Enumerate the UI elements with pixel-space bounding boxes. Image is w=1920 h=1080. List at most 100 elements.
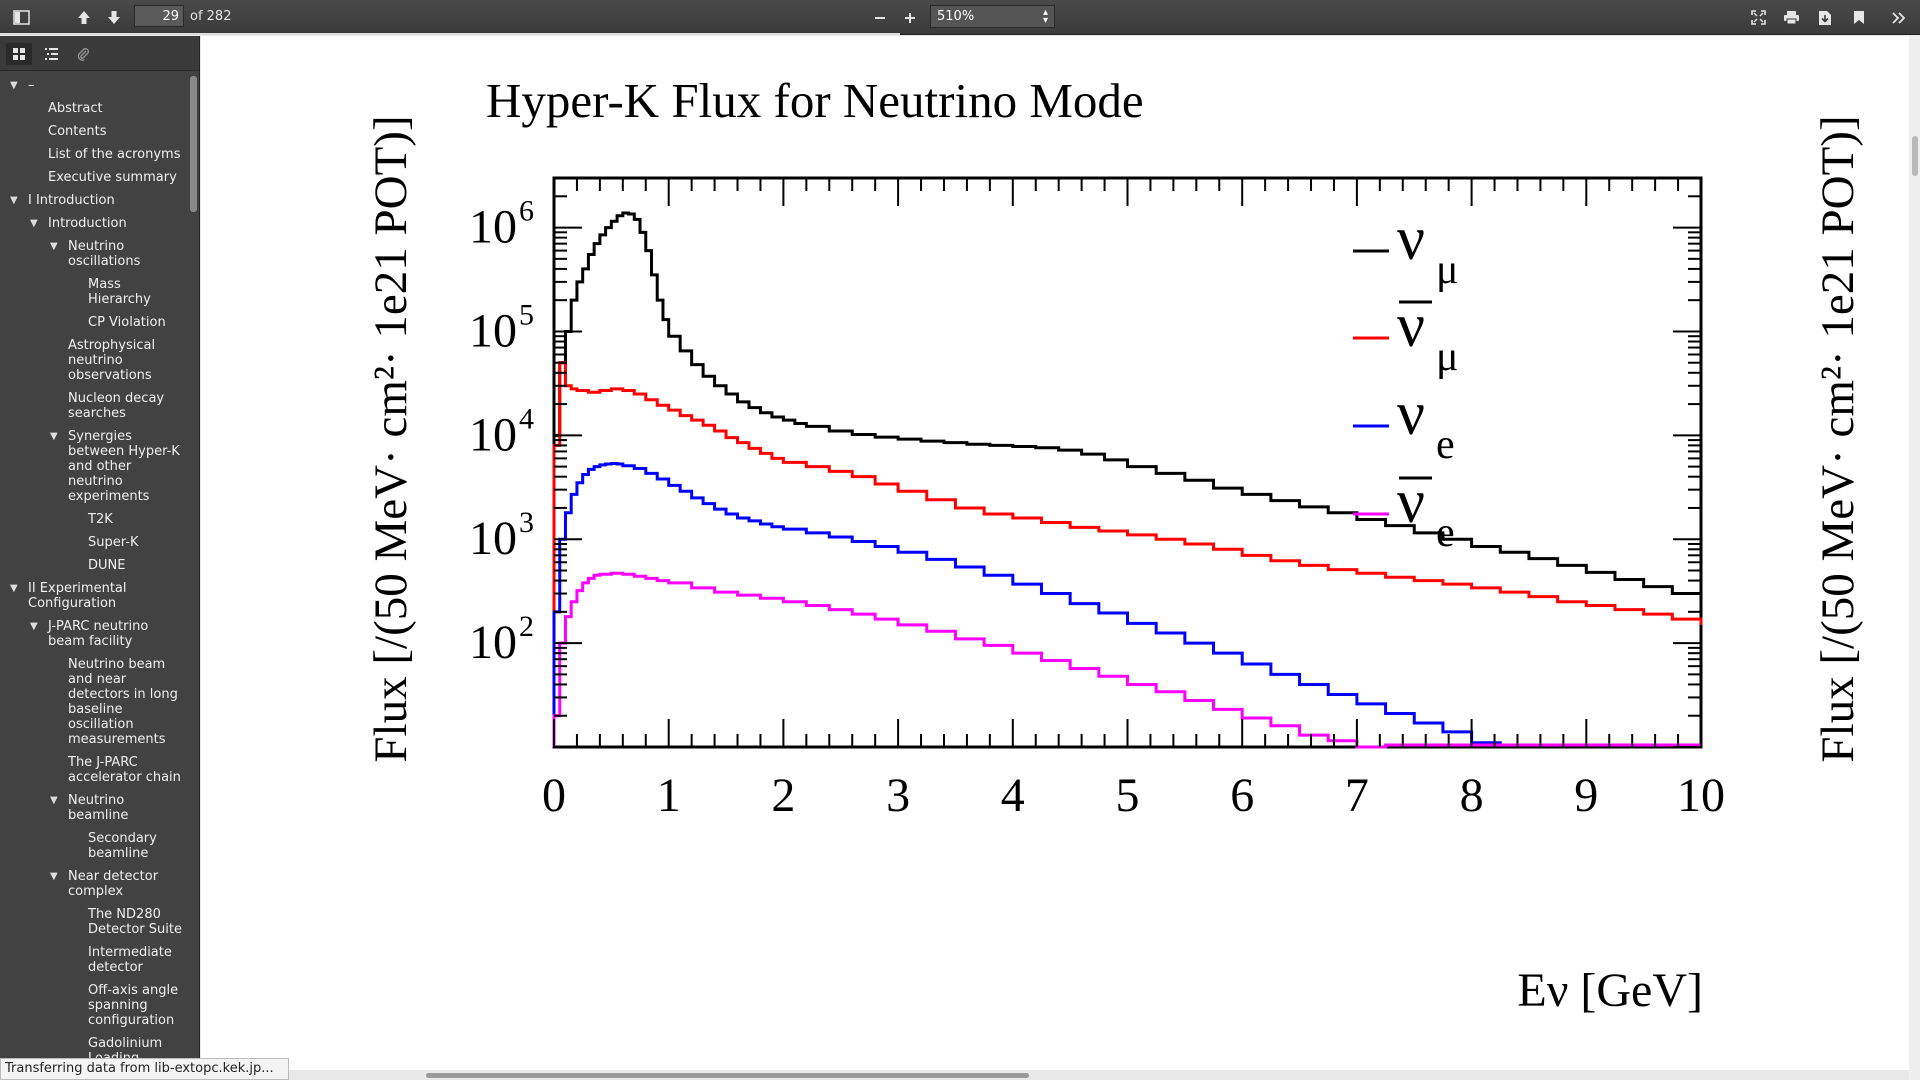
y-tick-label: 10	[469, 304, 517, 357]
pdf-page: Hyper-K Flux for Neutrino Mode 0 1 2 3 4 5 6 7 8…	[201, 36, 1909, 1070]
x-tick-label: 5	[1116, 769, 1140, 822]
sidebar-tabs	[0, 36, 199, 71]
tools-menu-icon[interactable]	[1886, 6, 1912, 29]
thumbnails-icon[interactable]	[6, 43, 32, 65]
y-tick-exponent: 6	[519, 195, 534, 228]
x-tick-label: 1	[657, 769, 681, 822]
toggle-sidebar-icon[interactable]	[8, 6, 34, 29]
outline-item[interactable]: List of the acronyms	[48, 147, 181, 162]
expand-toggle-icon[interactable]: ▼	[10, 195, 18, 206]
status-bar: Transferring data from lib-extopc.kek.jp…	[0, 1058, 289, 1080]
page-total-label: of 282	[190, 9, 232, 24]
flux-chart: Hyper-K Flux for Neutrino Mode 0 1 2 3 4 5 6 7 8…	[365, 73, 1864, 1017]
x-tick-label: 8	[1460, 769, 1484, 822]
outline-item[interactable]: The J-PARC accelerator chain	[68, 755, 181, 785]
expand-toggle-icon[interactable]: ▼	[50, 431, 58, 442]
zoom-in-icon[interactable]	[898, 6, 922, 29]
axis-ticks	[553, 177, 1702, 748]
page-number-input[interactable]	[134, 5, 184, 27]
outline-item[interactable]: Super-K	[88, 535, 139, 550]
y-tick-exponent: 4	[519, 402, 534, 435]
x-tick-label: 9	[1574, 769, 1598, 822]
series-line	[552, 462, 1701, 747]
expand-toggle-icon[interactable]: ▼	[50, 795, 58, 806]
previous-page-icon[interactable]	[72, 6, 96, 29]
y-tick-label: 10	[469, 616, 517, 669]
y-tick-label: 10	[469, 408, 517, 461]
legend-label: ν	[1397, 380, 1425, 448]
y-tick-exponent: 2	[519, 610, 534, 643]
x-tick-label: 0	[542, 769, 566, 822]
outline-item[interactable]: Intermediate detector	[88, 945, 172, 975]
bookmark-icon[interactable]	[1846, 6, 1872, 29]
outline-item[interactable]: Contents	[48, 124, 107, 139]
outline-item[interactable]: Neutrino oscillations	[68, 239, 141, 269]
outline-item[interactable]: J-PARC neutrino beam facility	[48, 619, 149, 649]
outline-item[interactable]: Near detector complex	[68, 869, 159, 899]
expand-toggle-icon[interactable]: ▼	[10, 583, 18, 594]
expand-toggle-icon[interactable]: ▼	[50, 241, 58, 252]
toolbar: of 282 510% ▴▾	[0, 0, 1920, 35]
legend-label: ν	[1397, 205, 1425, 273]
y-axis-label: Flux [/(50 MeV· cm²· 1e21 POT)]	[365, 115, 417, 762]
series-line	[552, 361, 1703, 747]
series-line	[552, 571, 1701, 749]
expand-toggle-icon[interactable]: ▼	[30, 218, 38, 229]
outline-item[interactable]: II Experimental Configuration	[28, 581, 127, 611]
outline-item[interactable]: Secondary beamline	[88, 831, 157, 861]
zoom-out-icon[interactable]	[868, 6, 892, 29]
outline-item[interactable]: T2K	[88, 512, 113, 527]
print-icon[interactable]	[1778, 6, 1804, 29]
outline-item[interactable]: Neutrino beamline	[68, 793, 129, 823]
attachments-icon[interactable]	[70, 43, 96, 65]
y-tick-exponent: 5	[519, 298, 534, 331]
sidebar-scrollbar[interactable]	[190, 76, 197, 212]
outline-item[interactable]: Mass Hierarchy	[88, 277, 151, 307]
document-outline: – ▼ Abstract Contents List of the acronyms Ex…	[0, 76, 188, 1076]
outline-item[interactable]: Astrophysical neutrino observations	[68, 338, 156, 383]
download-icon[interactable]	[1812, 6, 1838, 29]
outline-icon[interactable]	[38, 43, 64, 65]
outline-item[interactable]: Neutrino beam and near detectors in long…	[68, 657, 178, 747]
legend-label-subscript: e	[1436, 510, 1455, 556]
outline-item[interactable]: DUNE	[88, 558, 126, 573]
zoom-select[interactable]: 510% ▴ ▾	[930, 5, 1055, 28]
outline-item[interactable]: Abstract	[48, 101, 103, 116]
legend-label-subscript: μ	[1436, 334, 1459, 380]
x-tick-label: 4	[1001, 769, 1025, 822]
zoom-value: 510%	[937, 9, 975, 24]
legend-label-subscript: e	[1436, 422, 1455, 468]
sidebar: – ▼ Abstract Contents List of the acronyms Ex…	[0, 36, 200, 1080]
y-tick-label: 10	[469, 201, 517, 254]
outline-item[interactable]: –	[28, 78, 35, 93]
next-page-icon[interactable]	[102, 6, 126, 29]
outline-item[interactable]: CP Violation	[88, 315, 166, 330]
vertical-scrollbar-thumb[interactable]	[1912, 136, 1918, 176]
outline-item[interactable]: The ND280 Detector Suite	[88, 907, 182, 937]
chart-title: Hyper-K Flux for Neutrino Mode	[486, 73, 1144, 128]
x-axis-label: Eν [GeV]	[1517, 964, 1703, 1017]
expand-toggle-icon[interactable]: ▼	[50, 871, 58, 882]
outline-item[interactable]: Off-axis angle spanning configuration	[88, 983, 179, 1028]
loading-progress-bar	[0, 33, 900, 35]
y-axis-label-right: Flux [/(50 MeV· cm²· 1e21 POT)]	[1812, 115, 1864, 762]
legend: ν μν μν eν e	[1353, 205, 1459, 556]
outline-item[interactable]: Synergies between Hyper-K and other neut…	[68, 429, 180, 504]
x-tick-label: 3	[886, 769, 910, 822]
expand-toggle-icon[interactable]: ▼	[10, 80, 18, 91]
outline-item[interactable]: Executive summary	[48, 170, 177, 185]
x-tick-label: 2	[771, 769, 795, 822]
y-tick-label: 10	[469, 512, 517, 565]
outline-item[interactable]: Nucleon decay searches	[68, 391, 165, 421]
presentation-mode-icon[interactable]	[1745, 6, 1771, 29]
vertical-scrollbar[interactable]	[1909, 36, 1920, 1080]
select-arrows-icon: ▴ ▾	[1042, 7, 1048, 26]
document-viewer: Hyper-K Flux for Neutrino Mode 0 1 2 3 4 5 6 7 8…	[201, 36, 1920, 1080]
expand-toggle-icon[interactable]: ▼	[30, 621, 38, 632]
outline-item[interactable]: I Introduction	[28, 193, 115, 208]
outline-item[interactable]: Introduction	[48, 216, 127, 231]
horizontal-scrollbar-thumb[interactable]	[426, 1073, 1029, 1078]
series-lines	[552, 211, 1703, 749]
